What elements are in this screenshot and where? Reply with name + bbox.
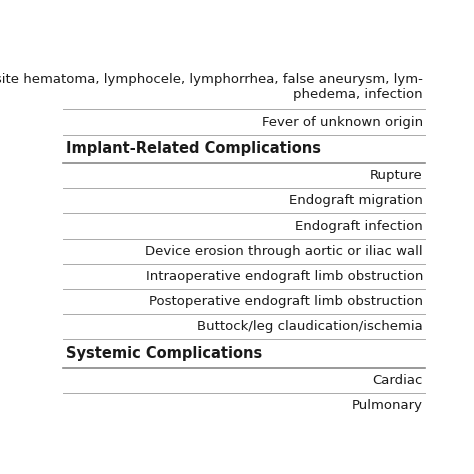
Text: Implant-Related Complications: Implant-Related Complications	[66, 141, 321, 156]
Text: Pulmonary: Pulmonary	[352, 399, 423, 412]
Text: Rupture: Rupture	[370, 169, 423, 182]
Text: Cardiac: Cardiac	[373, 374, 423, 387]
Text: Postoperative endograft limb obstruction: Postoperative endograft limb obstruction	[149, 295, 423, 308]
Text: Fever of unknown origin: Fever of unknown origin	[262, 116, 423, 128]
Text: Endograft migration: Endograft migration	[289, 194, 423, 207]
Text: Systemic Complications: Systemic Complications	[66, 346, 262, 361]
Text: Endograft infection: Endograft infection	[295, 219, 423, 233]
Text: Buttock/leg claudication/ischemia: Buttock/leg claudication/ischemia	[197, 320, 423, 333]
Text: Device erosion through aortic or iliac wall: Device erosion through aortic or iliac w…	[146, 245, 423, 258]
Text: Intraoperative endograft limb obstruction: Intraoperative endograft limb obstructio…	[146, 270, 423, 283]
Text: Access site hematoma, lymphocele, lymphorrhea, false aneurysm, lym-
phedema, inf: Access site hematoma, lymphocele, lympho…	[0, 73, 423, 101]
